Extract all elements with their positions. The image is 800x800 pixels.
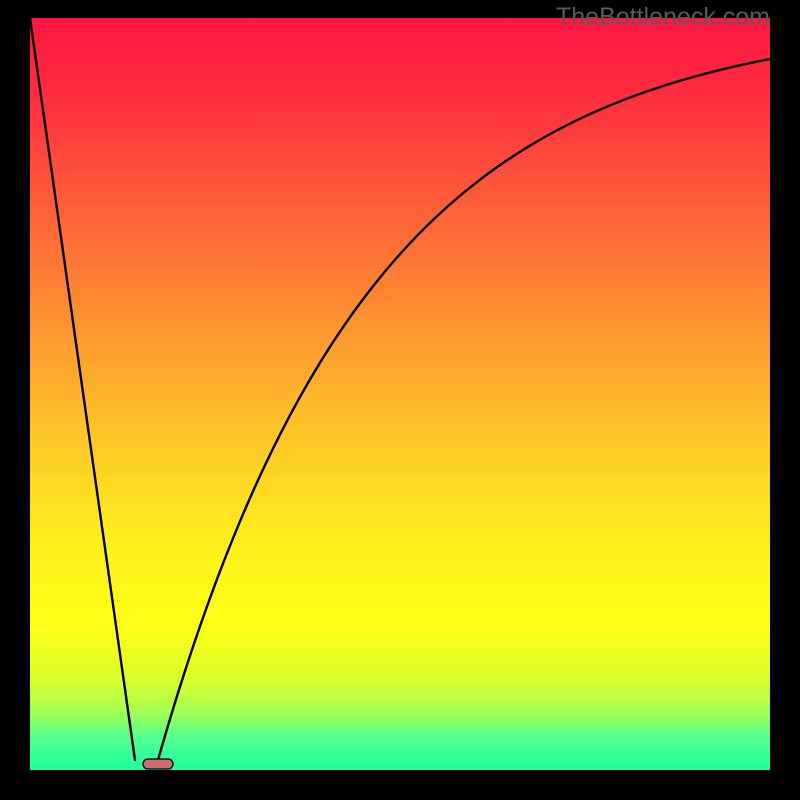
plot-bg (30, 18, 770, 770)
watermark-text: TheBottleneck.com (556, 3, 770, 32)
chart-svg (0, 0, 800, 800)
chart-stage: TheBottleneck.com (0, 0, 800, 800)
curve-marker (143, 759, 173, 769)
